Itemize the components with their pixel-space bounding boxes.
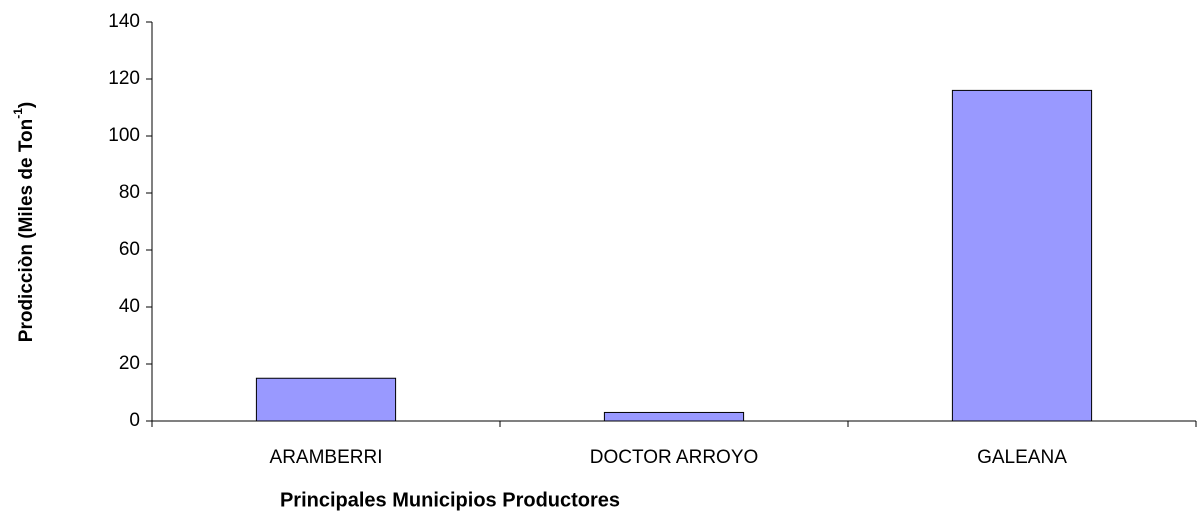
y-tick-label: 100	[108, 125, 140, 146]
y-tick-label: 120	[108, 68, 140, 89]
y-axis-title-main: Prodicciòn (Miles de Ton	[16, 119, 37, 342]
bar	[255, 377, 397, 422]
bar	[951, 89, 1093, 422]
y-tick-label: 40	[119, 296, 140, 317]
y-tick-label: 60	[119, 239, 140, 260]
x-tick-label: DOCTOR ARROYO	[590, 447, 759, 468]
y-tick-label: 20	[119, 353, 140, 374]
y-axis-title-end: )	[16, 102, 37, 108]
x-tick-label: ARAMBERRI	[270, 447, 383, 468]
y-tick-label: 0	[129, 410, 140, 431]
y-tick-label: 140	[108, 11, 140, 32]
y-axis-title-sup: -1	[11, 108, 25, 119]
x-axis-title: Principales Municipios Productores	[280, 489, 620, 511]
bar	[603, 411, 745, 422]
y-tick-label: 80	[119, 182, 140, 203]
y-axis-title: Prodicciòn (Miles de Ton-1)	[11, 102, 37, 342]
x-tick-label: GALEANA	[977, 447, 1067, 468]
